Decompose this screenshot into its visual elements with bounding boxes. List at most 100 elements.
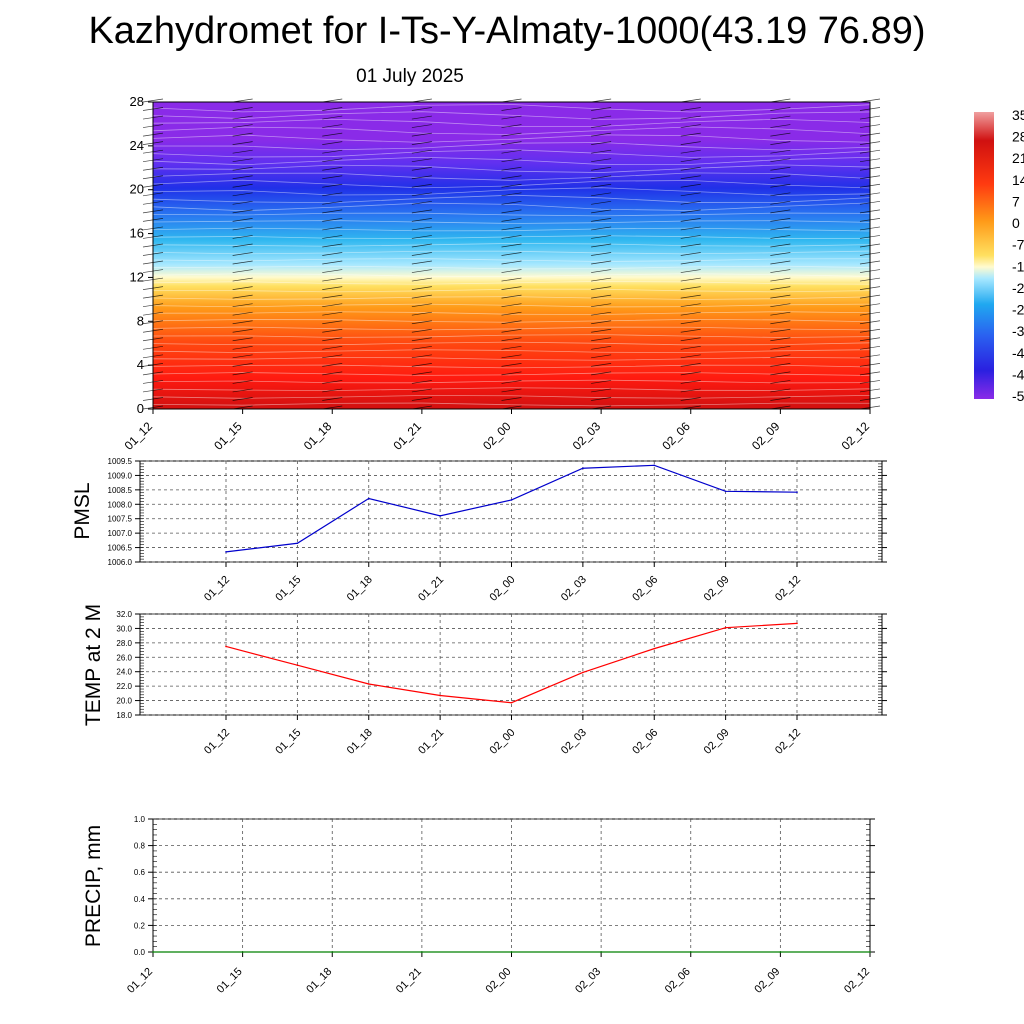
contour-line (152, 311, 871, 315)
wind-barb (680, 354, 701, 359)
y-tick-label: 0.0 (134, 948, 146, 957)
wind-barb (591, 166, 612, 171)
wind-barb (591, 354, 612, 359)
wind-barb (591, 328, 612, 333)
wind-barb (232, 183, 253, 188)
wind-barb (322, 354, 343, 359)
x-tick-label: 01_15 (273, 727, 303, 757)
temp-panel: 18.0 20.0 22.0 24.0 26.0 28.0 30.0 32.0 01_12 01_… (82, 604, 887, 757)
contour-line (152, 273, 871, 277)
wind-barb (411, 286, 432, 290)
wind-barb (232, 294, 253, 299)
wind-barb (770, 107, 791, 111)
chart-title: Kazhydromet for I-Ts-Y-Almaty-1000(43.19… (88, 10, 926, 52)
temp-data-point (439, 694, 441, 697)
y-tick-label: 1006.0 (108, 558, 133, 567)
colorbar-label: 7 (1012, 193, 1020, 209)
contour-line (152, 220, 871, 224)
wind-barb (232, 141, 253, 145)
contour-line (152, 265, 871, 270)
precip-ylabel: PRECIP, mm (82, 825, 105, 947)
wind-barb (501, 363, 522, 367)
wind-barb (680, 371, 701, 376)
pmsl-data-point (796, 491, 798, 493)
y-tick-label: 1009.0 (108, 471, 133, 480)
y-tick-label: 26.0 (116, 653, 132, 662)
wind-barb (232, 388, 253, 393)
wind-barb (322, 260, 343, 265)
colorbar-label: 21 (1012, 150, 1024, 166)
x-tick-label: 01_15 (215, 966, 245, 996)
wind-barb (232, 243, 253, 248)
contour-line (152, 202, 871, 212)
wind-barb (591, 218, 612, 222)
wind-barb (770, 252, 791, 256)
x-tick-label: 01_15 (273, 574, 303, 604)
wind-barb (770, 354, 791, 359)
wind-barb (322, 175, 343, 180)
y-tick-label: 4 (137, 357, 144, 372)
wind-barb (680, 388, 701, 393)
contour-line (152, 356, 871, 361)
precip-data-point (779, 951, 782, 953)
contour-line (152, 227, 871, 232)
x-tick-label: 02_00 (488, 727, 518, 757)
wind-barb (411, 141, 432, 145)
wind-barb (411, 277, 432, 282)
wind-barb (680, 200, 701, 205)
wind-barb (411, 132, 432, 137)
wind-barb (770, 269, 791, 273)
contour-line (152, 394, 871, 399)
wind-barb (322, 371, 343, 376)
wind-barb (411, 269, 432, 273)
x-tick-label: 01_12 (122, 419, 156, 453)
wind-barb (501, 209, 522, 214)
wind-barb (680, 183, 701, 188)
wind-barb (411, 158, 432, 163)
contour-line (152, 334, 871, 338)
wind-barb (232, 124, 253, 128)
contour-line (152, 372, 871, 376)
wind-barb (501, 294, 522, 299)
wind-barb (680, 328, 701, 333)
wind-barb (770, 388, 791, 393)
contour-line (152, 104, 871, 113)
x-tick-label: 02_12 (773, 574, 803, 604)
x-tick-label: 01_18 (304, 966, 334, 996)
wind-barb (591, 200, 612, 205)
wind-barb (680, 252, 701, 256)
y-tick-label: 0.4 (134, 895, 146, 904)
wind-barb (680, 243, 701, 248)
wind-barb (232, 149, 253, 154)
wind-barb (680, 337, 701, 342)
wind-barb (770, 397, 791, 401)
y-tick-label: 1008.0 (108, 500, 133, 509)
wind-barb (232, 166, 253, 171)
wind-barb (411, 124, 432, 128)
wind-barb (501, 286, 522, 290)
contour-line (152, 212, 871, 217)
wind-barb (501, 192, 522, 197)
colorbar-label: -49 (1012, 366, 1024, 382)
wind-barb (232, 328, 253, 333)
y-tick-label: 1009.5 (108, 457, 133, 466)
temp-data-point (367, 683, 370, 685)
x-tick-label: 01_18 (345, 574, 375, 604)
contour-line (152, 134, 871, 143)
wind-barb (411, 345, 432, 350)
wind-barb (770, 183, 791, 188)
wind-barb (501, 132, 522, 137)
contour-line (152, 326, 871, 331)
wind-barb (591, 260, 612, 265)
x-tick-label: 01_12 (202, 727, 232, 757)
colorbar-label: -7 (1012, 237, 1024, 253)
colorbar-label: 28 (1012, 129, 1024, 145)
wind-barb (501, 252, 522, 256)
wind-barb (770, 320, 791, 325)
wind-barb (770, 260, 791, 265)
precip-data-point (869, 951, 871, 953)
x-tick-label: 01_21 (416, 727, 446, 757)
wind-barb (501, 354, 522, 359)
wind-barb (680, 226, 701, 231)
wind-barb (680, 311, 701, 316)
